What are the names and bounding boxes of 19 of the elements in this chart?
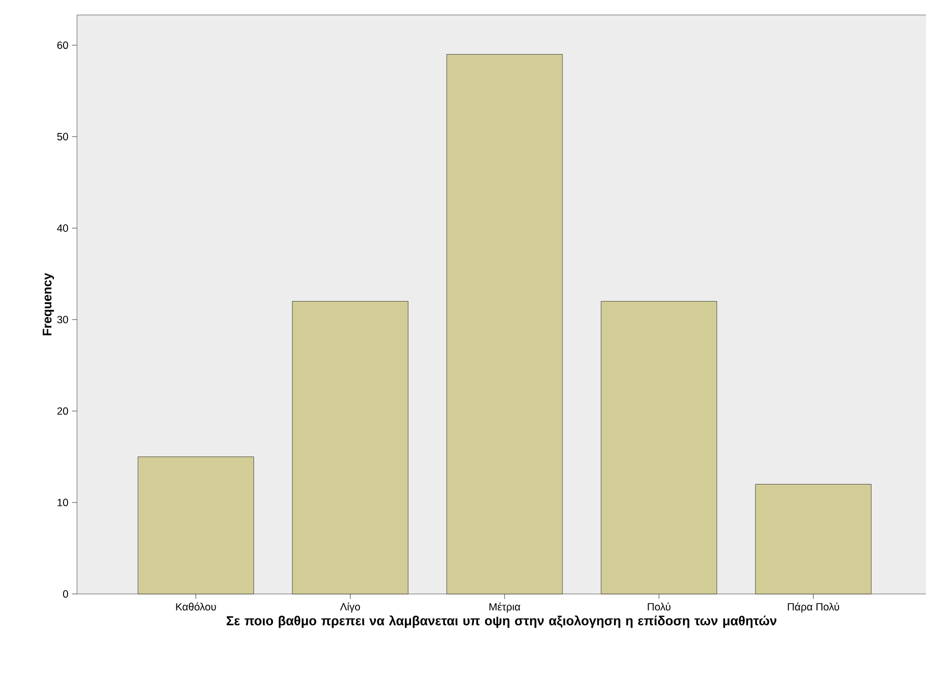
- y-tick-label: 0: [63, 590, 68, 598]
- bar: [138, 456, 254, 594]
- bar: [600, 301, 718, 594]
- x-tick-label: Λίγο: [340, 602, 360, 613]
- bar: [755, 484, 872, 594]
- y-axis-title: Frequency: [42, 272, 54, 336]
- y-tick-label: 60: [57, 41, 68, 49]
- y-tick-label: 50: [57, 132, 68, 140]
- y-tick-label: 20: [57, 407, 68, 415]
- x-tick-label: Πάρα Πολύ: [788, 602, 840, 613]
- y-tick-label: 30: [57, 316, 68, 324]
- x-axis-title: Σε ποιο βαθμο πρεπει να λαμβανεται υπ οψη στην αξιολογηση η επίδοση των μαθητών: [226, 615, 776, 628]
- y-tick-label: 40: [57, 224, 68, 232]
- bar: [446, 54, 563, 594]
- x-tick-label: Πολύ: [648, 602, 670, 611]
- bar: [292, 301, 408, 594]
- y-tick-label: 10: [58, 498, 68, 506]
- x-tick-label: Μέτρια: [489, 602, 520, 613]
- x-tick-label: Καθόλου: [176, 602, 216, 611]
